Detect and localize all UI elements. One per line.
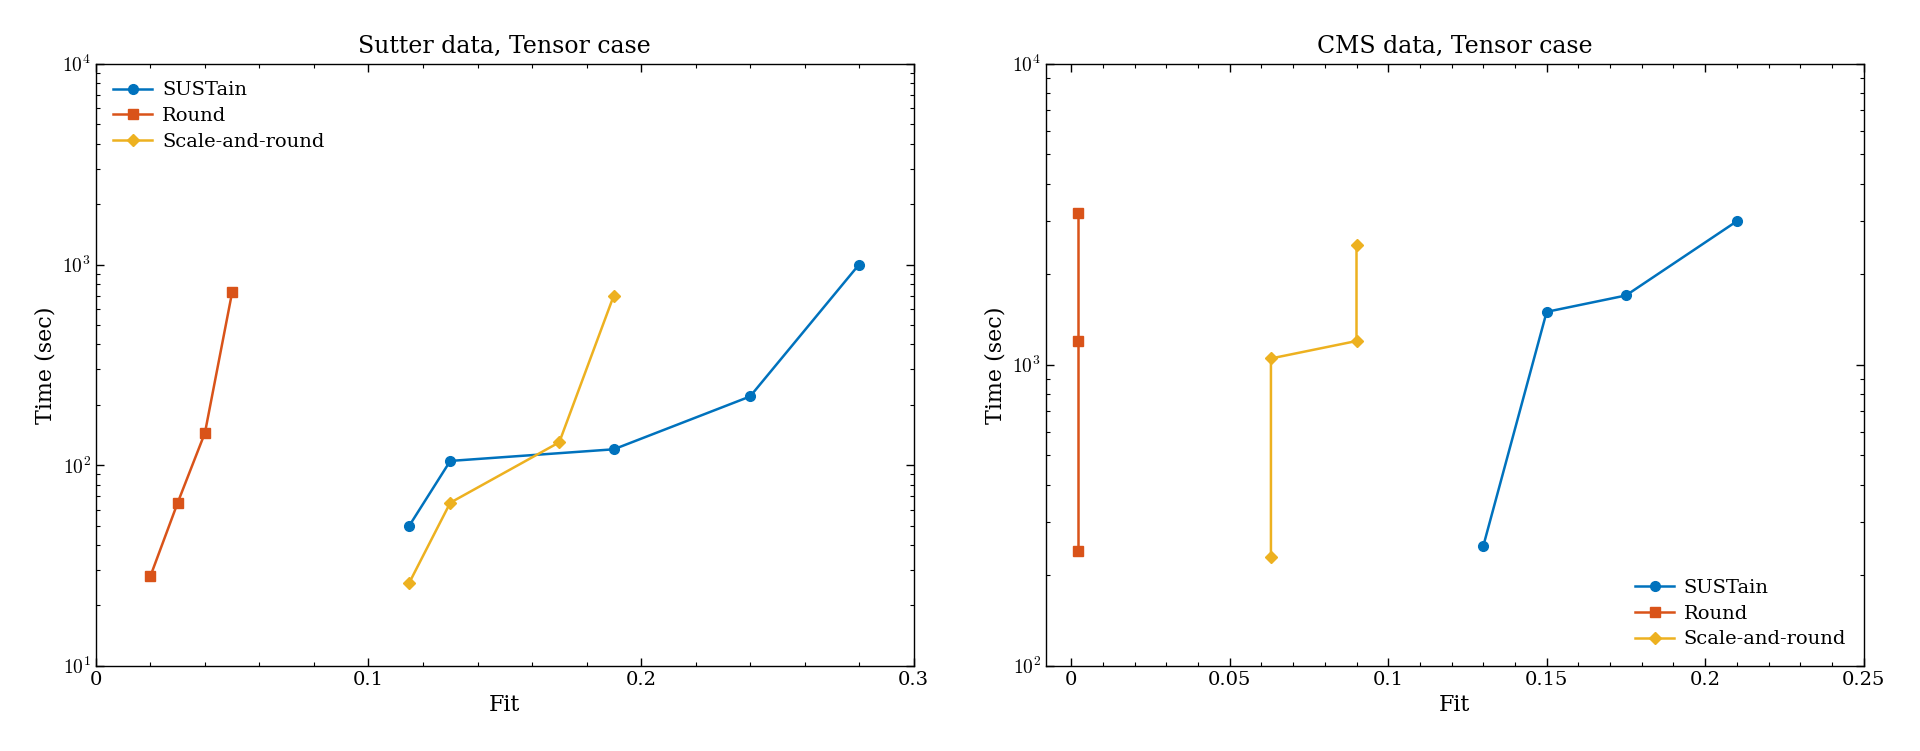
Scale-and-round (547, 438, 570, 447)
Scale-and-round (397, 578, 420, 587)
Scale-and-round (1260, 553, 1283, 562)
Line: SUSTain: SUSTain (405, 260, 864, 530)
Title: CMS data, Tensor case: CMS data, Tensor case (1317, 35, 1592, 58)
SUSTain (1536, 307, 1559, 316)
Line: SUSTain: SUSTain (1478, 216, 1741, 551)
X-axis label: Fit: Fit (490, 694, 520, 716)
Y-axis label: Time (sec): Time (sec) (35, 306, 58, 424)
Round (1066, 208, 1089, 217)
Round (138, 572, 161, 581)
Round (1066, 336, 1089, 345)
Legend: SUSTain, Round, Scale-and-round: SUSTain, Round, Scale-and-round (106, 74, 332, 158)
Round (167, 498, 190, 507)
Line: Scale-and-round: Scale-and-round (1267, 241, 1361, 561)
SUSTain (603, 445, 626, 454)
SUSTain (440, 457, 463, 466)
Scale-and-round (1346, 336, 1369, 345)
Line: Round: Round (1073, 208, 1083, 556)
Round (221, 288, 244, 297)
SUSTain (397, 521, 420, 530)
X-axis label: Fit: Fit (1440, 694, 1471, 716)
Title: Sutter data, Tensor case: Sutter data, Tensor case (359, 35, 651, 58)
Line: Round: Round (146, 287, 236, 581)
SUSTain (1615, 291, 1638, 300)
Y-axis label: Time (sec): Time (sec) (985, 306, 1006, 424)
SUSTain (739, 392, 762, 401)
SUSTain (1473, 541, 1496, 550)
Round (1066, 547, 1089, 556)
Round (194, 428, 217, 437)
Scale-and-round (1260, 354, 1283, 363)
SUSTain (847, 260, 870, 269)
Line: Scale-and-round: Scale-and-round (405, 291, 618, 587)
Legend: SUSTain, Round, Scale-and-round: SUSTain, Round, Scale-and-round (1628, 571, 1855, 656)
SUSTain (1726, 217, 1749, 226)
Scale-and-round (603, 291, 626, 300)
Scale-and-round (440, 498, 463, 507)
Scale-and-round (1346, 240, 1369, 249)
